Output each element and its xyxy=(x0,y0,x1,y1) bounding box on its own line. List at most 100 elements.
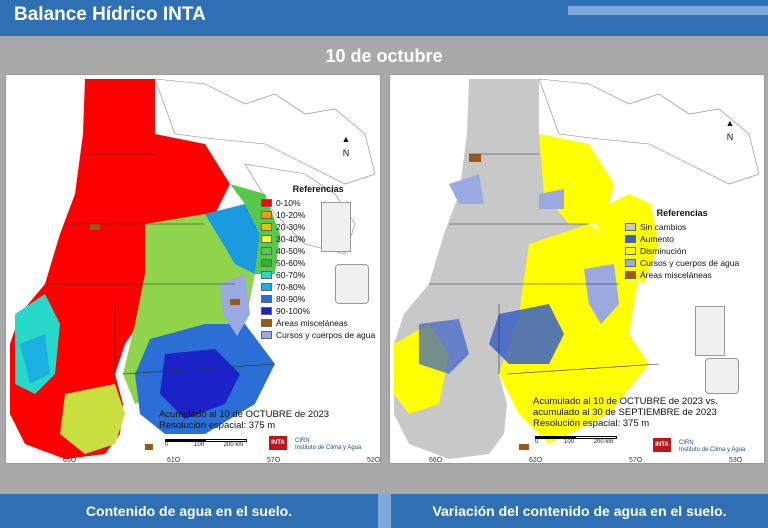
inset-region xyxy=(705,358,739,394)
legend-label: Áreas misceláneas xyxy=(640,270,712,280)
scale-100: 100 xyxy=(194,442,205,448)
note-line-3: Resolución espacial: 375 m xyxy=(533,418,650,429)
legend-item: Disminución xyxy=(625,245,739,257)
legend-left: Referencias 0-10% 10-20% 20-30% 30-40% 40-50… xyxy=(261,184,375,341)
cirn-label: CIRN xyxy=(295,438,310,444)
tick-label: 57O xyxy=(629,457,643,464)
legend-item: Áreas misceláneas xyxy=(625,269,739,281)
legend-swatch xyxy=(261,199,272,207)
page-title: Balance Hídrico INTA xyxy=(14,4,206,25)
cirn-subtitle: Instituto de Clima y Agua xyxy=(295,445,362,451)
caption-left: Contenido de agua en el suelo. xyxy=(0,494,378,528)
legend-item: Cursos y cuerpos de agua xyxy=(261,329,375,341)
caption-right: Variación del contenido de agua en el su… xyxy=(391,494,768,528)
header-decoration xyxy=(568,6,768,15)
legend-swatch xyxy=(261,235,272,243)
legend-item: Áreas misceláneas xyxy=(261,317,375,329)
north-arrow-icon: ▲ xyxy=(341,134,351,144)
legend-label: Áreas misceláneas xyxy=(276,318,348,328)
date-title: 10 de octubre xyxy=(325,46,443,66)
legend-item: Sin cambios xyxy=(625,221,739,233)
note-line-2: acumulado al 30 de SEPTIEMBRE de 2023 xyxy=(533,407,717,418)
legend-swatch xyxy=(261,271,272,279)
legend-label: Sin cambios xyxy=(640,222,687,232)
north-label: N xyxy=(726,132,734,142)
legend-label: Disminución xyxy=(640,246,687,256)
legend-label: 90-100% xyxy=(276,306,311,316)
north-label: N xyxy=(342,148,350,158)
scale-200: 200 km xyxy=(223,442,244,448)
legend-right: Referencias Sin cambios Aumento Disminució… xyxy=(625,208,739,281)
note-line-2: Resolución espacial: 375 m xyxy=(159,420,276,431)
map-right-svg xyxy=(389,74,765,464)
legend-label: 70-80% xyxy=(276,282,306,292)
legend-item: 40-50% xyxy=(261,245,375,257)
soil-water-content-map: ▲ N Referencias 0-10% 10-20% 20-30% 30-40% 4… xyxy=(5,74,381,464)
scale-bar: 0 100 200 km xyxy=(535,436,617,445)
note-line-1: Acumulado al 10 de OCTUBRE de 2023 xyxy=(159,409,330,420)
legend-label: 20-30% xyxy=(276,222,306,232)
inset-argentina xyxy=(695,306,725,356)
legend-title: Referencias xyxy=(656,208,708,218)
inset-argentina xyxy=(321,202,351,252)
legend-swatch xyxy=(261,247,272,255)
legend-label: Cursos y cuerpos de agua xyxy=(276,330,376,340)
legend-swatch xyxy=(261,319,272,327)
legend-swatch xyxy=(261,223,272,231)
legend-swatch xyxy=(261,295,272,303)
cirn-subtitle: Instituto de Clima y Agua xyxy=(679,447,746,453)
note-line-1: Acumulado al 10 de OCTUBRE de 2023 vs. xyxy=(533,396,718,407)
scale-bar: 0 100 200 km xyxy=(165,439,247,448)
caption-divider xyxy=(378,494,391,528)
legend-item: 30-40% xyxy=(261,233,375,245)
tick-label: 65O xyxy=(63,457,77,464)
legend-item: 20-30% xyxy=(261,221,375,233)
legend-swatch xyxy=(261,259,272,267)
legend-item: 60-70% xyxy=(261,269,375,281)
scale-0: 0 xyxy=(535,439,539,445)
legend-swatch xyxy=(261,211,272,219)
scale-200: 200 km xyxy=(593,439,614,445)
tick-label: 57O xyxy=(267,457,281,464)
legend-item: 90-100% xyxy=(261,305,375,317)
legend-label: Aumento xyxy=(640,234,675,244)
header-bar: Balance Hídrico INTA xyxy=(0,0,768,36)
legend-label: 50-60% xyxy=(276,258,306,268)
legend-swatch xyxy=(261,307,272,315)
legend-item: Aumento xyxy=(625,233,739,245)
legend-item: 50-60% xyxy=(261,257,375,269)
legend-label: 30-40% xyxy=(276,234,306,244)
cirn-logo: CIRN Instituto de Clima y Agua xyxy=(679,440,745,454)
legend-label: 80-90% xyxy=(276,294,306,304)
legend-swatch xyxy=(625,271,636,279)
cirn-logo: CIRN Instituto de Clima y Agua xyxy=(295,438,361,452)
legend-label: 10-20% xyxy=(276,210,306,220)
tick-label: 53O xyxy=(729,457,743,464)
legend-swatch xyxy=(625,247,636,255)
scale-0: 0 xyxy=(165,442,169,448)
inta-logo: INTA xyxy=(269,436,287,450)
legend-item: 80-90% xyxy=(261,293,375,305)
tick-label: 61O xyxy=(167,457,181,464)
legend-item: 70-80% xyxy=(261,281,375,293)
scale-100: 100 xyxy=(564,439,575,445)
inta-logo: INTA xyxy=(653,438,671,452)
legend-item: Cursos y cuerpos de agua xyxy=(625,257,739,269)
note-left: Acumulado al 10 de OCTUBRE de 2023 Resol… xyxy=(159,409,329,431)
soil-water-variation-map: ▲ N Referencias Sin cambios Aumento Dismin… xyxy=(389,74,765,464)
legend-swatch xyxy=(625,235,636,243)
tick-label: 52O xyxy=(367,457,381,464)
tick-label: 66O xyxy=(429,457,443,464)
north-arrow-icon: ▲ xyxy=(725,118,735,128)
legend-swatch xyxy=(261,331,272,339)
inset-region xyxy=(335,264,369,304)
tick-label: 62O xyxy=(529,457,543,464)
legend-item: 10-20% xyxy=(261,209,375,221)
legend-swatch xyxy=(625,223,636,231)
note-right: Acumulado al 10 de OCTUBRE de 2023 vs. a… xyxy=(533,396,718,429)
legend-label: Cursos y cuerpos de agua xyxy=(640,258,740,268)
legend-label: 60-70% xyxy=(276,270,306,280)
legend-title: Referencias xyxy=(292,184,344,194)
legend-swatch xyxy=(261,283,272,291)
